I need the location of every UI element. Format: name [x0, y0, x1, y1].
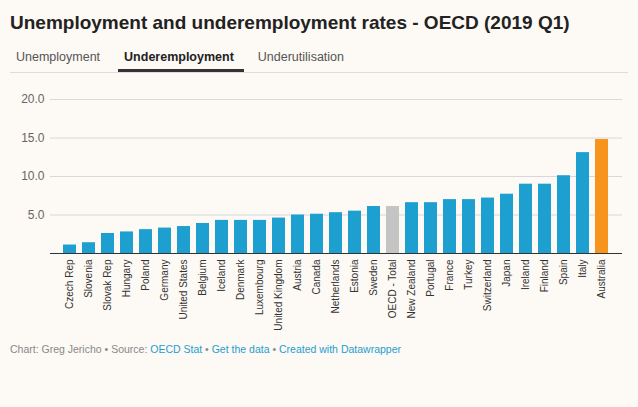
svg-text:Poland: Poland	[140, 260, 151, 291]
svg-text:Slovak Rep: Slovak Rep	[102, 259, 113, 311]
svg-text:Luxembourg: Luxembourg	[254, 260, 265, 316]
svg-text:20.0: 20.0	[21, 92, 45, 106]
svg-text:United States: United States	[178, 260, 189, 320]
svg-text:Japan: Japan	[501, 260, 512, 287]
svg-text:Canada: Canada	[311, 259, 322, 294]
svg-text:Czech Rep: Czech Rep	[64, 259, 75, 309]
svg-text:Portugal: Portugal	[425, 260, 436, 297]
svg-text:Switzerland: Switzerland	[482, 260, 493, 312]
svg-text:10.0: 10.0	[21, 169, 45, 183]
svg-text:Estonia: Estonia	[349, 259, 360, 293]
svg-text:New Zealand: New Zealand	[406, 260, 417, 319]
svg-text:Spain: Spain	[558, 260, 569, 286]
html-text:Unemployment and underemployme: Unemployment and underemployment rates -…	[10, 12, 570, 33]
svg-text:Finland: Finland	[539, 260, 550, 293]
svg-text:Sweden: Sweden	[368, 260, 379, 296]
svg-text:Italy: Italy	[577, 260, 588, 278]
svg-text:Ireland: Ireland	[520, 260, 531, 291]
svg-text:Hungary: Hungary	[121, 260, 132, 298]
svg-text:Turkey: Turkey	[463, 260, 474, 290]
svg-text:15.0: 15.0	[21, 131, 45, 145]
svg-text:France: France	[444, 259, 455, 291]
html-text:Underutilisation: Underutilisation	[257, 50, 344, 64]
svg-text:United Kingdom: United Kingdom	[273, 260, 284, 331]
svg-text:OECD - Total: OECD - Total	[387, 260, 398, 319]
html-text:Underemployment: Underemployment	[124, 50, 234, 64]
svg-text:Netherlands: Netherlands	[330, 260, 341, 314]
svg-text:Belgium: Belgium	[197, 260, 208, 296]
svg-text:Australia: Australia	[596, 259, 607, 298]
svg-text:Denmark: Denmark	[235, 259, 246, 301]
html-text:Unemployment: Unemployment	[16, 50, 101, 64]
svg-text:Iceland: Iceland	[216, 260, 227, 292]
svg-text:5.0: 5.0	[28, 208, 45, 222]
svg-text:Slovenia: Slovenia	[83, 259, 94, 298]
html-text:Chart: Greg Jericho • Source:: Chart: Greg Jericho • Source: OECD Stat …	[10, 343, 401, 355]
svg-text:Austria: Austria	[292, 259, 303, 291]
svg-text:Germany: Germany	[159, 260, 170, 301]
